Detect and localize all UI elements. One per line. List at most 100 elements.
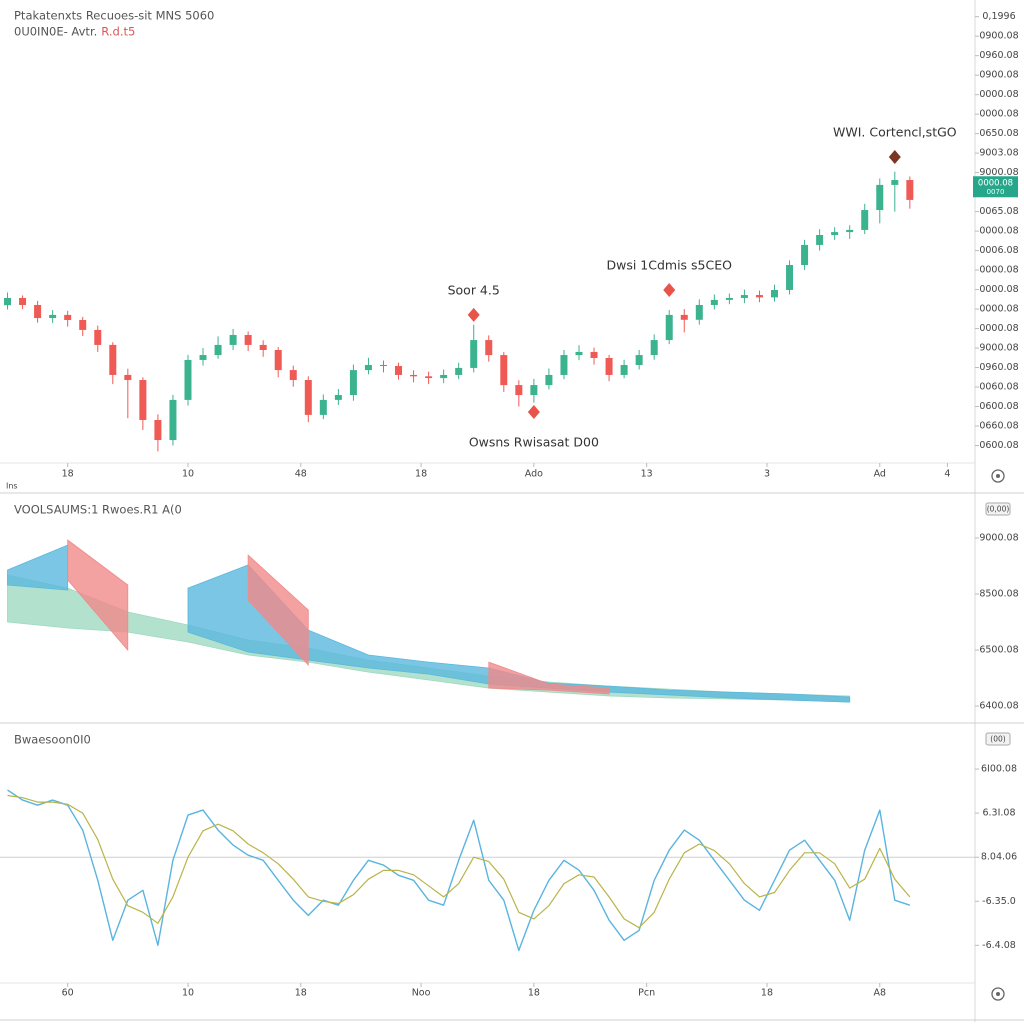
candle-body <box>801 244 809 266</box>
x-tick-label: Noo <box>412 988 431 999</box>
scale-label: (0,00) <box>987 505 1010 514</box>
candle-body <box>846 229 854 233</box>
y-tick-label: 0660.08 <box>979 421 1018 432</box>
candle-body <box>680 314 688 320</box>
candle-body <box>109 344 117 375</box>
candle-body <box>545 374 553 386</box>
candle-body <box>786 265 794 290</box>
annotation-text: WWI. Cortencl,stGO <box>833 125 957 140</box>
candle-body <box>289 370 297 381</box>
gear-icon[interactable] <box>991 987 1005 1001</box>
y-tick-label: 6400.08 <box>979 700 1018 711</box>
gear-icon-center[interactable] <box>996 474 1000 478</box>
candle-body <box>635 355 643 366</box>
y-tick-label: 0000.08 <box>979 89 1018 100</box>
annotation-text: Soor 4.5 <box>448 282 500 297</box>
candle-body <box>334 395 342 400</box>
y-tick-label: 9003.08 <box>979 148 1018 159</box>
candle-body <box>710 299 718 305</box>
annotation-marker <box>527 404 540 419</box>
x-tick-label: A8 <box>873 988 886 999</box>
settings-button[interactable] <box>991 987 1005 1001</box>
candle-body <box>891 180 899 185</box>
annotation-text: Dwsi 1Cdmis s5CEO <box>606 257 732 272</box>
candle-body <box>79 319 87 330</box>
candle-body <box>906 180 914 200</box>
y-tick-label: 9000.08 <box>979 533 1018 544</box>
y-tick-label: 8500.08 <box>979 588 1018 599</box>
pane-title: Bwaesoon0I0 <box>14 733 91 747</box>
candle-body <box>425 376 433 379</box>
candle-body <box>605 357 613 375</box>
candle-body <box>124 374 132 381</box>
candle-body <box>139 380 147 420</box>
x-tick-label: 18 <box>295 988 307 999</box>
band-area <box>488 661 610 695</box>
pane-subtitle: 0U0IN0E- Avtr. <box>14 25 97 39</box>
band-area <box>67 539 129 652</box>
candle-body <box>259 344 267 350</box>
scale-badge <box>985 732 1011 746</box>
candle-body <box>665 314 673 341</box>
candle-body <box>34 304 42 319</box>
candle-body <box>379 365 387 367</box>
y-tick-label: 6500.08 <box>979 644 1018 655</box>
candle-body <box>364 365 372 371</box>
candle-body <box>64 314 72 320</box>
candle-body <box>49 314 57 319</box>
x-tick-label: Ad <box>874 469 886 480</box>
price-tag-note: 0070 <box>987 188 1005 196</box>
y-tick-label: 0000.08 <box>979 226 1018 237</box>
candle-body <box>650 340 658 356</box>
y-tick-label: 0000.08 <box>979 109 1018 120</box>
x-tick-label: 10 <box>182 469 194 480</box>
annotation-text: Owsns Rwisasat D00 <box>469 434 599 449</box>
candle-body <box>440 374 448 379</box>
pane-subtitle-highlight: R.d.t5 <box>101 25 135 39</box>
band-area <box>7 544 69 591</box>
settings-button[interactable] <box>991 469 1005 483</box>
x-tick-label: 13 <box>641 469 653 480</box>
y-tick-label: 0600.08 <box>979 440 1018 451</box>
candle-body <box>455 367 463 375</box>
candle-body <box>755 295 763 298</box>
candle-body <box>244 334 252 345</box>
candle-body <box>740 295 748 298</box>
x-tick-label: 60 <box>62 988 74 999</box>
y-tick-label: 6.3I.08 <box>982 808 1015 819</box>
candle-body <box>831 232 839 235</box>
candle-body <box>560 355 568 375</box>
annotation-marker <box>467 307 480 322</box>
y-tick-label: 0000.08 <box>979 323 1018 334</box>
gear-icon-center[interactable] <box>996 992 1000 996</box>
candle-body <box>410 374 418 377</box>
y-tick-label: 0900.08 <box>979 31 1018 42</box>
pane: 0,1996 0900.08 0960.08 0900.08 0000.08 0000.0… <box>4 9 1019 491</box>
price-tag-label: 0000.08 <box>978 178 1013 188</box>
candle-body <box>725 297 733 300</box>
y-tick-label: 0065.08 <box>979 206 1018 217</box>
candle-body <box>620 365 628 375</box>
y-tick-label: 9000.08 <box>979 343 1018 354</box>
x-tick-label: Pcn <box>638 988 655 999</box>
annotation-marker <box>663 282 676 297</box>
price-tag <box>973 176 1018 198</box>
y-tick-label: 0960.08 <box>979 362 1018 373</box>
candle-body <box>816 235 824 245</box>
x-tick-label: 18 <box>761 988 773 999</box>
scale-badge <box>985 502 1011 516</box>
gear-icon[interactable] <box>991 469 1005 483</box>
candle-body <box>199 355 207 360</box>
y-tick-label: 0000.08 <box>979 265 1018 276</box>
candle-body <box>169 399 177 441</box>
candle-body <box>485 340 493 356</box>
candle-body <box>861 210 869 230</box>
line-series <box>7 789 911 952</box>
pane-label: Ins <box>6 482 18 491</box>
y-tick-label: -6.35.0 <box>982 896 1016 907</box>
candle-body <box>575 351 583 356</box>
candle-body <box>19 297 27 305</box>
candle-body <box>154 419 162 441</box>
